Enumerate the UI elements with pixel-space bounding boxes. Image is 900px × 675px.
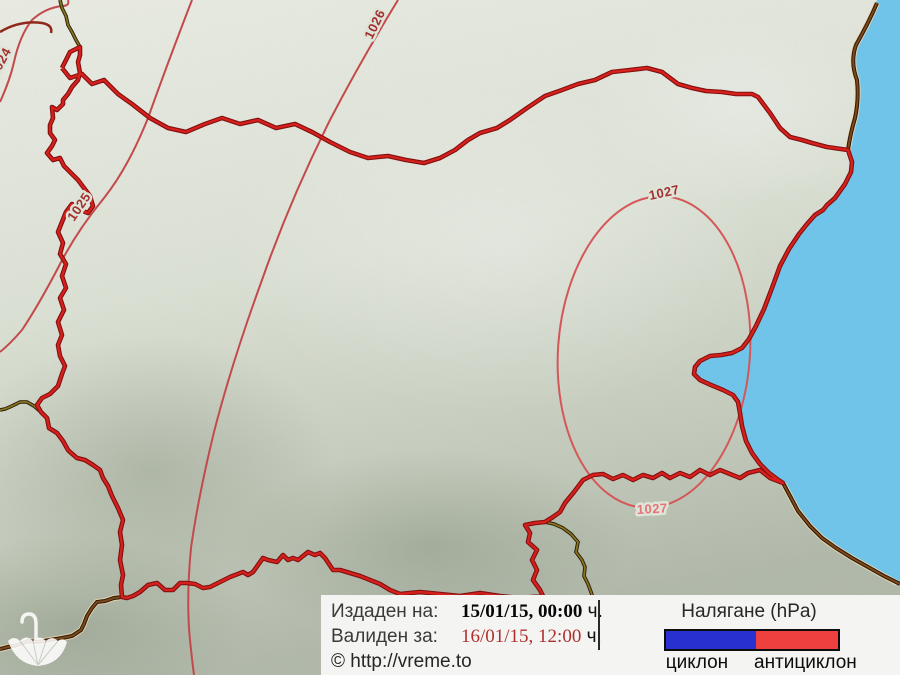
isobar-1024-line — [0, 0, 70, 103]
valid-value: 16/01/15, 12:00 ч. — [461, 626, 602, 647]
issued-label: Издаден на: — [331, 601, 439, 622]
issued-value: 15/01/15, 00:00 ч. — [461, 601, 603, 622]
isobar-1027-ellipse — [556, 195, 752, 509]
isobar-1027-bottom-label: 1027 — [636, 500, 668, 517]
legend-panel: Издаден на: 15/01/15, 00:00 ч. Валиден з… — [321, 595, 900, 675]
coastline-turkey — [781, 482, 900, 586]
anticyclone-label: антициклон — [754, 652, 857, 673]
pressure-title: Налягане (hPa) — [681, 601, 817, 622]
cyclone-label: циклон — [665, 652, 729, 673]
copyright-url: © http://vreme.to — [331, 651, 472, 672]
border-olive-segments — [0, 0, 595, 599]
pressure-legend-block: Налягане (hPa) циклон антициклон — [599, 595, 899, 675]
valid-label: Валиден за: — [331, 626, 438, 647]
umbrella-watermark-icon — [8, 612, 67, 666]
pressure-colorbar — [664, 629, 840, 651]
isobar-1025-line — [0, 0, 193, 353]
cyclone-color-swatch — [666, 631, 756, 649]
coastline-romania — [846, 2, 879, 151]
legend-divider — [598, 600, 600, 650]
legend-dates-block: Издаден на: 15/01/15, 00:00 ч. Валиден з… — [331, 599, 603, 674]
isobar-lines — [0, 0, 752, 675]
bulgaria-border — [34, 44, 855, 601]
border-arc-nw-corner — [0, 21, 53, 34]
anticyclone-color-swatch — [756, 631, 838, 649]
isobar-1026-line — [187, 0, 399, 675]
